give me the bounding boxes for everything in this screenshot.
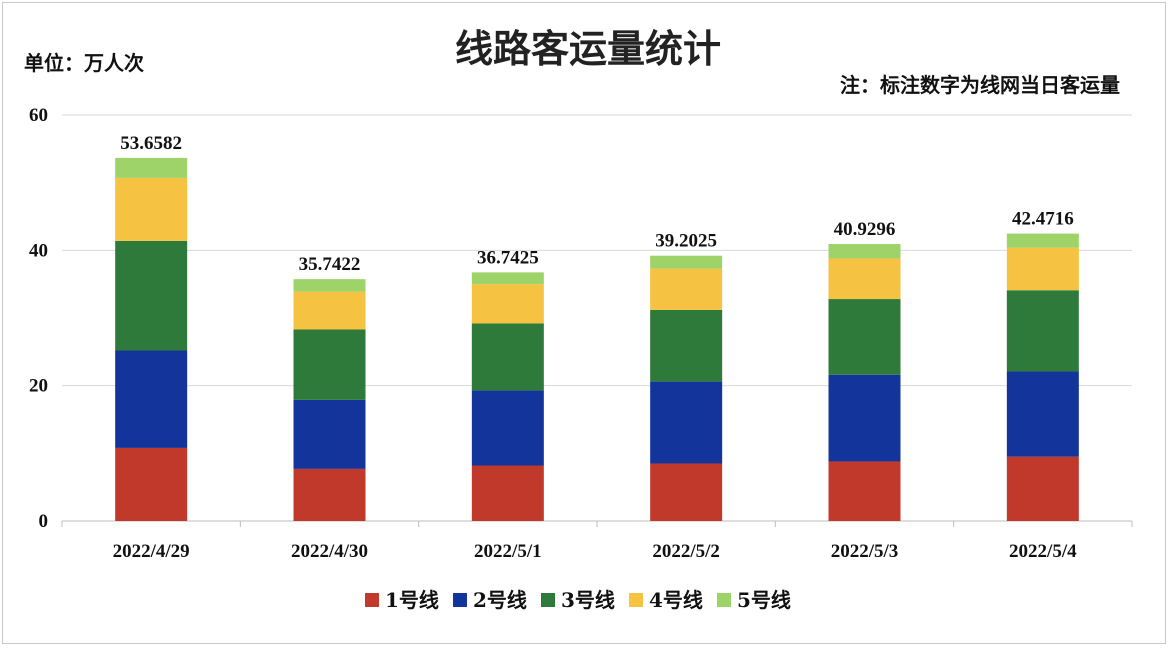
y-tick-label: 40 xyxy=(29,240,48,261)
bar-segment xyxy=(293,399,366,469)
y-tick-label: 60 xyxy=(29,105,48,126)
x-tick-label: 2022/5/3 xyxy=(831,541,899,562)
legend-swatch xyxy=(453,593,467,607)
legend: 1号线 2号线 3号线 4号线 5号线 xyxy=(365,588,791,612)
bar-segment xyxy=(1006,371,1079,457)
total-label: 39.2025 xyxy=(655,231,717,252)
total-label: 42.4716 xyxy=(1012,209,1074,230)
legend-swatch xyxy=(541,593,555,607)
bar-segment xyxy=(293,468,366,521)
x-tick-label: 2022/5/1 xyxy=(474,541,542,562)
total-label: 36.7425 xyxy=(477,247,539,268)
bar-segment xyxy=(828,461,901,521)
bar-segment xyxy=(828,374,901,462)
bar-segment xyxy=(115,240,188,351)
unit-label: 单位：万人次 xyxy=(24,51,144,75)
legend-label: 4号线 xyxy=(649,588,703,612)
bar-segment xyxy=(650,309,723,382)
bar-segment xyxy=(471,323,544,391)
y-tick-label: 0 xyxy=(39,511,49,532)
bar-segment xyxy=(650,463,723,521)
bar-segment xyxy=(828,258,901,300)
chart-title: 线路客运量统计 xyxy=(455,26,721,71)
bar-segment xyxy=(115,350,188,448)
bar-segment xyxy=(471,272,544,285)
bar-segment xyxy=(1006,233,1079,248)
x-axis-ticks: 2022/4/29 2022/4/30 2022/5/1 2022/5/2 2022/5… xyxy=(113,541,1077,562)
total-label: 53.6582 xyxy=(120,133,182,154)
legend-label: 2号线 xyxy=(473,588,527,612)
legend-swatch xyxy=(717,593,731,607)
bar-segment xyxy=(293,291,366,330)
bar-segment xyxy=(115,177,188,241)
x-tick-label: 2022/4/29 xyxy=(113,541,190,562)
bar-segment xyxy=(293,279,366,292)
bar-segment xyxy=(1006,247,1079,291)
legend-swatch xyxy=(365,593,379,607)
bar-segment xyxy=(115,447,188,521)
bar-segment xyxy=(650,268,723,310)
legend-label: 3号线 xyxy=(561,588,615,612)
bar-segment xyxy=(828,244,901,259)
bar-segment xyxy=(1006,456,1079,521)
bar-segment xyxy=(293,329,366,400)
legend-swatch xyxy=(629,593,643,607)
bar-segment xyxy=(828,299,901,375)
bar-segment xyxy=(471,390,544,466)
bar-segment xyxy=(650,381,723,464)
total-labels: 53.6582 35.7422 36.7425 39.2025 40.9296 42.47… xyxy=(120,133,1073,275)
gridlines xyxy=(61,114,1133,527)
bar-segment xyxy=(115,157,188,178)
bars xyxy=(115,157,1079,521)
y-axis-ticks: 0 20 40 60 xyxy=(29,105,48,532)
y-tick-label: 20 xyxy=(29,376,48,397)
x-tick-label: 2022/5/4 xyxy=(1009,541,1077,562)
bar-segment xyxy=(471,284,544,324)
bar-segment xyxy=(471,465,544,521)
legend-label: 1号线 xyxy=(385,588,439,612)
x-tick-label: 2022/5/2 xyxy=(652,541,720,562)
note-label: 注：标注数字为线网当日客运量 xyxy=(840,73,1120,97)
bar-segment xyxy=(650,255,723,269)
x-tick-label: 2022/4/30 xyxy=(291,541,368,562)
total-label: 35.7422 xyxy=(299,254,361,275)
total-label: 40.9296 xyxy=(834,219,896,240)
bar-segment xyxy=(1006,290,1079,372)
legend-label: 5号线 xyxy=(737,588,791,612)
